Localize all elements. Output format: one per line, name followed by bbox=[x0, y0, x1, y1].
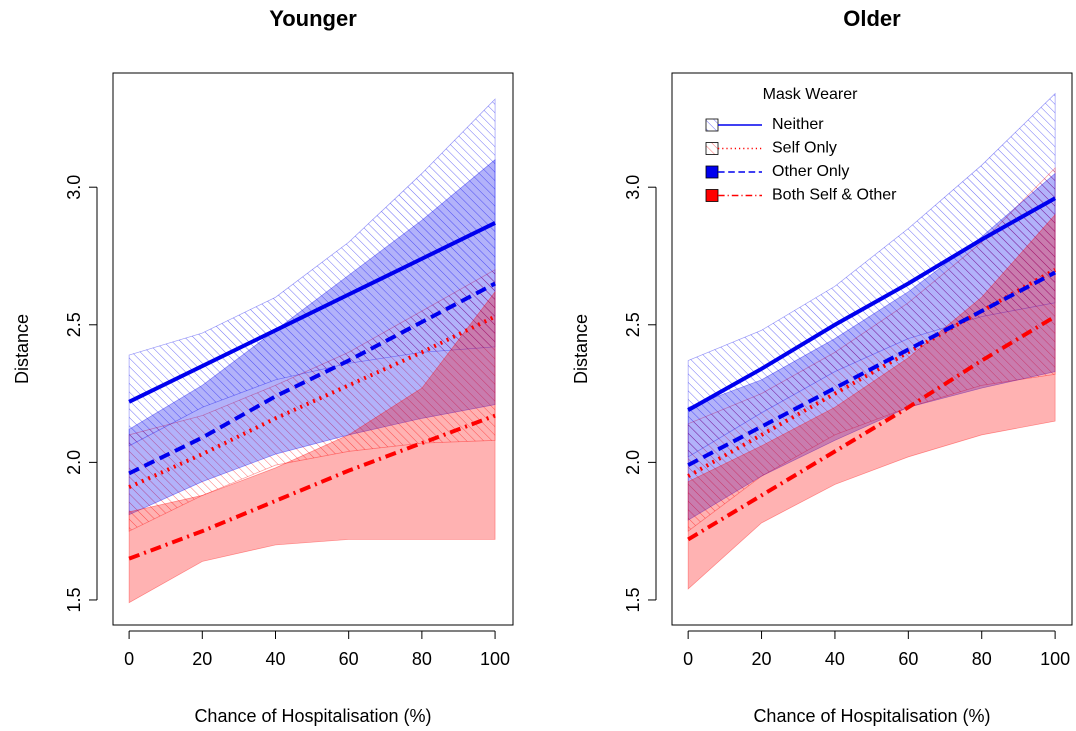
confidence-band bbox=[687, 167, 1056, 532]
x-tick-label: 0 bbox=[683, 649, 693, 669]
legend-title: Mask Wearer bbox=[763, 86, 859, 103]
series-line bbox=[128, 413, 496, 561]
chart-title: Older bbox=[843, 6, 901, 31]
y-tick-label: 2.5 bbox=[64, 312, 84, 337]
series-line bbox=[687, 270, 1057, 467]
confidence-band bbox=[128, 269, 496, 532]
legend-label: Neither bbox=[772, 116, 824, 133]
x-axis-label: Chance of Hospitalisation (%) bbox=[194, 706, 431, 726]
legend-swatch bbox=[705, 165, 719, 179]
series-line bbox=[687, 196, 1057, 412]
x-tick-label: 60 bbox=[339, 649, 359, 669]
legend-swatch bbox=[705, 118, 719, 132]
chart-title: Younger bbox=[269, 6, 357, 31]
x-tick-label: 20 bbox=[752, 649, 772, 669]
x-tick-label: 0 bbox=[124, 649, 134, 669]
plot-frame bbox=[671, 72, 1073, 626]
y-tick-label: 3.0 bbox=[623, 175, 643, 200]
confidence-band bbox=[687, 213, 1056, 590]
confidence-band bbox=[687, 172, 1056, 521]
x-tick-label: 100 bbox=[480, 649, 510, 669]
series-line bbox=[128, 221, 496, 404]
legend-swatch bbox=[705, 189, 719, 202]
y-tick-label: 1.5 bbox=[623, 587, 643, 612]
x-tick-label: 60 bbox=[898, 649, 918, 669]
y-tick-label: 1.5 bbox=[64, 587, 84, 612]
plot-frame bbox=[112, 72, 514, 626]
x-tick-label: 40 bbox=[825, 649, 845, 669]
x-tick-label: 20 bbox=[192, 649, 212, 669]
x-axis-label: Chance of Hospitalisation (%) bbox=[753, 706, 990, 726]
y-tick-label: 2.0 bbox=[623, 450, 643, 475]
y-axis-label: Distance bbox=[12, 314, 32, 384]
x-tick-label: 80 bbox=[972, 649, 992, 669]
legend-label: Self Only bbox=[772, 140, 837, 157]
x-tick-label: 100 bbox=[1040, 649, 1070, 669]
y-tick-label: 2.0 bbox=[64, 450, 84, 475]
series-line bbox=[687, 314, 1057, 542]
series-line bbox=[128, 281, 496, 476]
x-tick-label: 40 bbox=[265, 649, 285, 669]
legend-label: Both Self & Other bbox=[772, 187, 897, 204]
legend-label: Other Only bbox=[772, 163, 849, 180]
y-axis-label: Distance bbox=[571, 314, 591, 384]
x-tick-label: 80 bbox=[412, 649, 432, 669]
y-tick-label: 2.5 bbox=[623, 312, 643, 337]
y-tick-label: 3.0 bbox=[64, 175, 84, 200]
legend-swatch bbox=[705, 142, 719, 155]
